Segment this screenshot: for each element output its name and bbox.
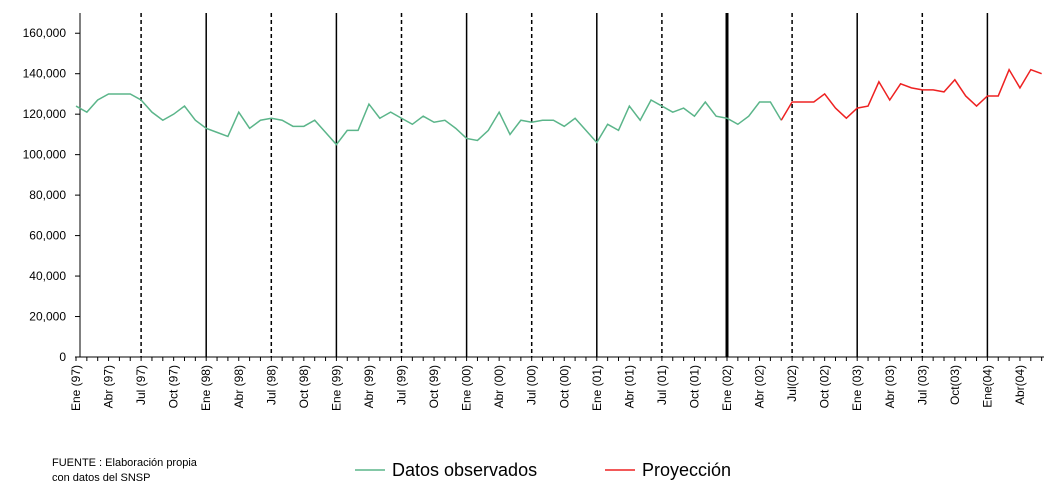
x-tick-label: Abr (02) xyxy=(753,365,767,408)
x-tick-label: Ene (98) xyxy=(199,365,213,411)
legend-label: Proyección xyxy=(642,460,731,480)
data-line xyxy=(780,67,1042,121)
x-tick-label: Ene (03) xyxy=(850,365,864,411)
x-tick-label: Ene(04) xyxy=(980,365,994,408)
x-tick-label: Abr(04) xyxy=(1013,365,1027,405)
x-tick-label: Abr (98) xyxy=(232,365,246,408)
x-tick-label: Ene (97) xyxy=(69,365,83,411)
x-tick-label: Jul (01) xyxy=(655,365,669,405)
x-tick-label: Jul (97) xyxy=(134,365,148,405)
x-tick-label: Oct (99) xyxy=(427,365,441,408)
y-tick-label: 120,000 xyxy=(23,107,67,121)
source-line: con datos del SNSP xyxy=(52,472,150,484)
x-tick-label: Abr (97) xyxy=(102,365,116,408)
x-tick-label: Oct (02) xyxy=(818,365,832,408)
x-tick-label: Jul (99) xyxy=(395,365,409,405)
y-tick-label: 100,000 xyxy=(23,148,67,162)
x-tick-label: Abr (03) xyxy=(883,365,897,408)
x-tick-label: Oct (00) xyxy=(557,365,571,408)
x-tick-label: Jul(02) xyxy=(785,365,799,402)
y-tick-label: 20,000 xyxy=(29,310,66,324)
x-tick-label: Ene (99) xyxy=(329,365,343,411)
x-tick-label: Jul (98) xyxy=(264,365,278,405)
y-tick-label: 80,000 xyxy=(29,188,66,202)
y-tick-label: 0 xyxy=(59,350,66,364)
y-tick-label: 140,000 xyxy=(23,67,67,81)
x-tick-label: Jul (00) xyxy=(525,365,539,405)
x-tick-label: Ene (02) xyxy=(720,365,734,411)
x-tick-label: Ene (00) xyxy=(460,365,474,411)
x-tick-label: Oct (97) xyxy=(167,365,181,408)
x-tick-label: Abr (99) xyxy=(362,365,376,408)
x-tick-label: Ene (01) xyxy=(590,365,604,411)
y-tick-label: 160,000 xyxy=(23,26,67,40)
data-line xyxy=(75,93,782,146)
source-line: FUENTE : Elaboración propia xyxy=(52,457,198,469)
legend-label: Datos observados xyxy=(392,460,537,480)
x-tick-label: Jul (03) xyxy=(915,365,929,405)
x-tick-label: Oct (98) xyxy=(297,365,311,408)
x-tick-label: Oct (01) xyxy=(687,365,701,408)
x-tick-label: Abr (01) xyxy=(622,365,636,408)
x-tick-label: Abr (00) xyxy=(492,365,506,408)
y-tick-label: 40,000 xyxy=(29,269,66,283)
x-tick-label: Oct(03) xyxy=(948,365,962,405)
y-tick-label: 60,000 xyxy=(29,229,66,243)
